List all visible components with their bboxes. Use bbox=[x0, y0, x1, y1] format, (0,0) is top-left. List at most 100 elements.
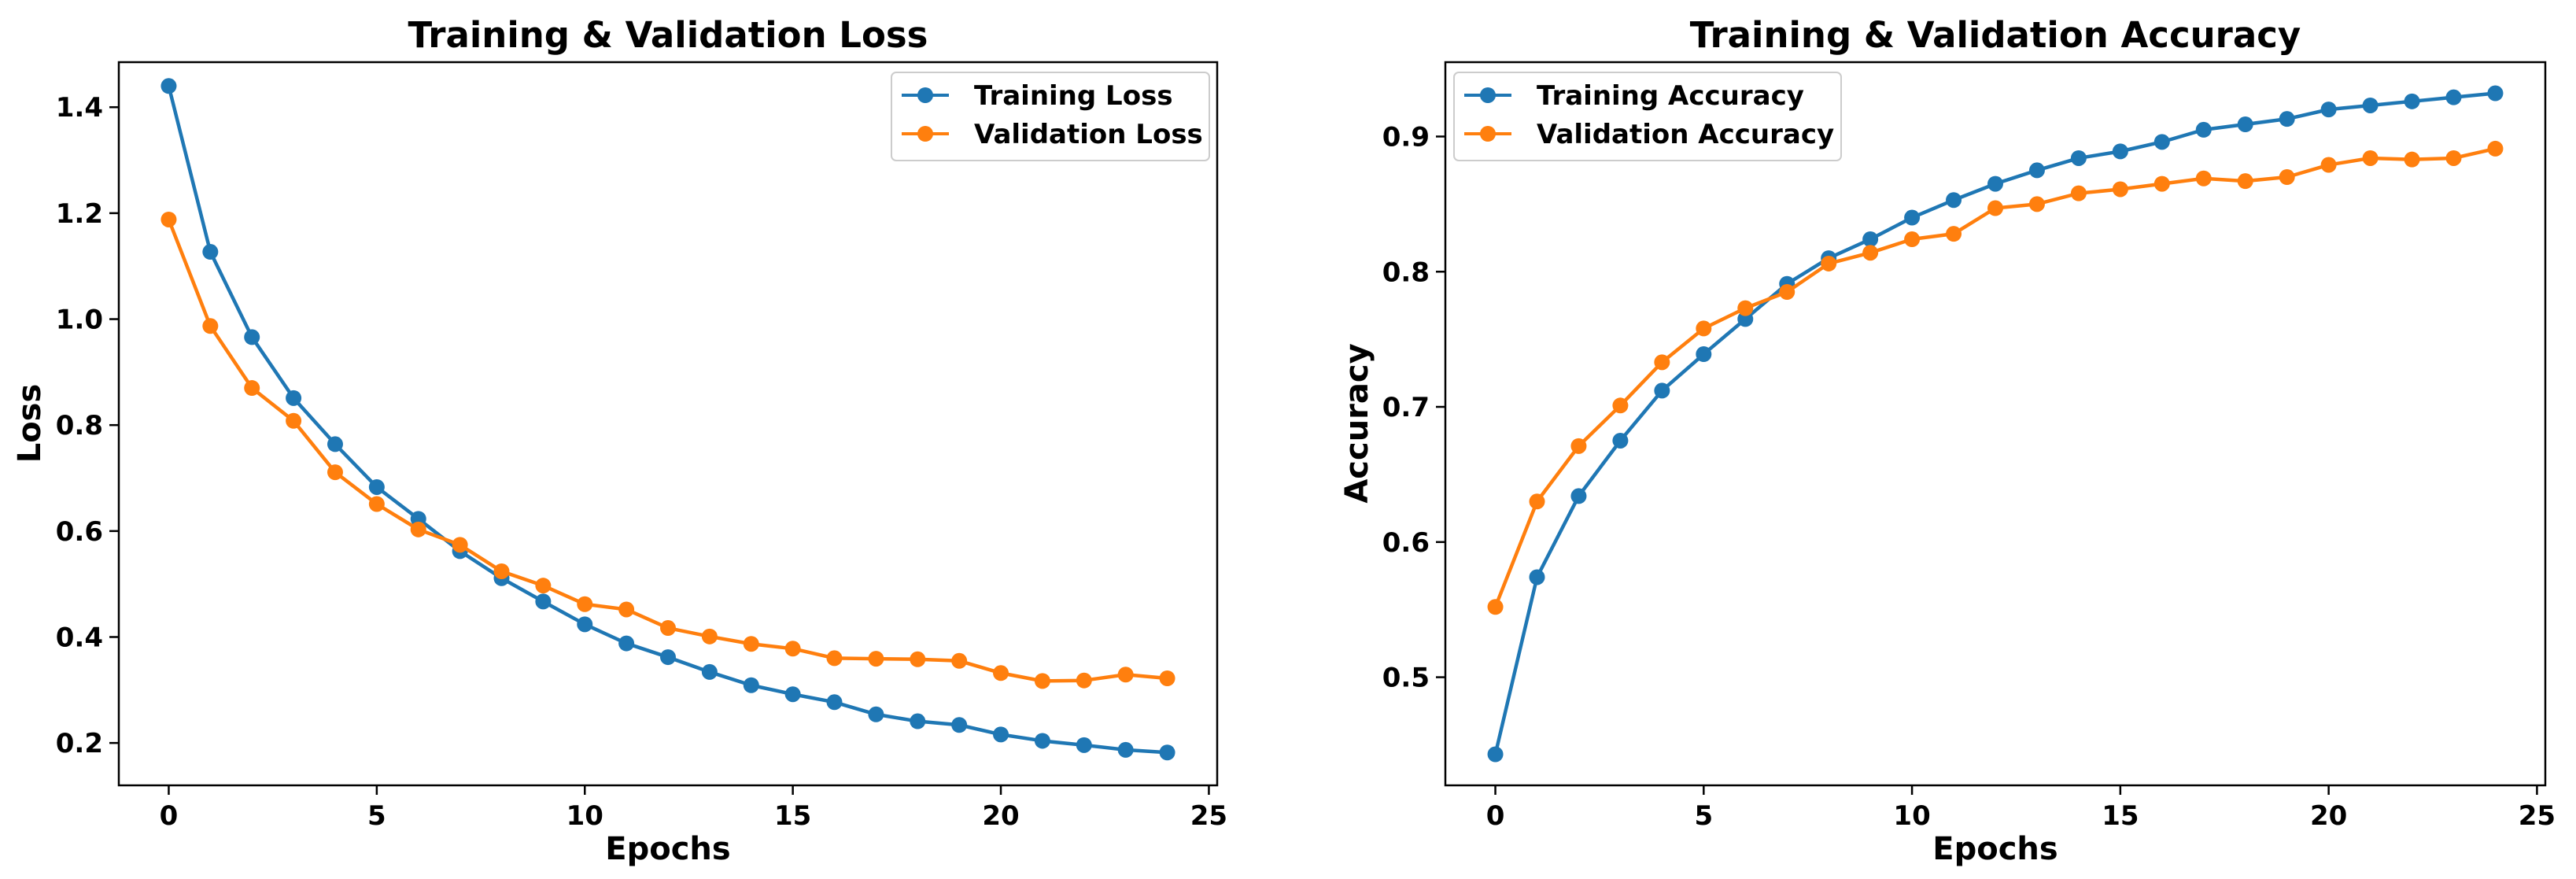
data-point-training-accuracy bbox=[2404, 93, 2420, 109]
data-point-validation-accuracy bbox=[2445, 150, 2462, 166]
loss-y-axis-label: Loss bbox=[12, 384, 48, 464]
data-point-training-loss bbox=[577, 616, 593, 633]
data-point-validation-loss bbox=[493, 563, 510, 580]
data-point-validation-loss bbox=[701, 628, 718, 644]
data-point-validation-loss bbox=[202, 318, 219, 334]
accuracy-x-tick-label: 5 bbox=[1694, 800, 1713, 832]
data-point-validation-accuracy bbox=[1570, 438, 1587, 454]
data-point-validation-accuracy bbox=[1987, 200, 2003, 216]
data-point-validation-accuracy bbox=[2070, 185, 2087, 201]
data-point-validation-accuracy bbox=[1529, 493, 1545, 510]
loss-y-tick-label: 0.6 bbox=[56, 516, 103, 548]
accuracy-y-tick-label: 0.8 bbox=[1382, 257, 1430, 288]
accuracy-x-tick-label: 10 bbox=[1893, 800, 1930, 832]
data-point-validation-loss bbox=[826, 650, 843, 667]
data-point-training-accuracy bbox=[1612, 432, 1629, 449]
data-point-validation-loss bbox=[743, 636, 759, 652]
data-point-training-accuracy bbox=[2112, 143, 2128, 160]
data-point-training-loss bbox=[244, 329, 260, 345]
loss-x-tick-label: 20 bbox=[982, 800, 1019, 832]
data-point-training-accuracy bbox=[2070, 150, 2087, 166]
data-point-training-accuracy bbox=[2195, 121, 2212, 138]
data-point-training-accuracy bbox=[2279, 111, 2295, 127]
data-point-training-loss bbox=[1159, 744, 1175, 761]
data-point-training-loss bbox=[826, 694, 843, 711]
accuracy-legend: Training Accuracy Validation Accuracy bbox=[1453, 72, 1842, 161]
legend-marker-validation-accuracy bbox=[1480, 126, 1496, 142]
data-point-validation-loss bbox=[161, 211, 177, 227]
data-point-training-loss bbox=[784, 686, 801, 703]
loss-legend: Training Loss Validation Loss bbox=[891, 72, 1210, 161]
data-point-training-accuracy bbox=[1737, 311, 1754, 327]
data-point-training-loss bbox=[202, 244, 219, 260]
loss-y-tick-label: 0.4 bbox=[56, 622, 103, 653]
data-point-training-accuracy bbox=[2445, 89, 2462, 105]
accuracy-y-ticks: 0.5 0.6 0.7 0.8 0.9 bbox=[1382, 121, 1445, 694]
loss-y-tick-label: 0.8 bbox=[56, 410, 103, 441]
data-point-validation-accuracy bbox=[2195, 170, 2212, 187]
data-point-training-loss bbox=[368, 478, 385, 495]
loss-x-tick-label: 5 bbox=[367, 800, 386, 832]
loss-x-ticks: 0 5 10 15 20 25 bbox=[160, 785, 1227, 832]
data-point-validation-loss bbox=[660, 620, 676, 637]
data-point-training-loss bbox=[951, 717, 968, 733]
series-line-training-accuracy bbox=[1493, 91, 2496, 755]
loss-legend-box bbox=[891, 72, 1210, 161]
data-point-validation-accuracy bbox=[1821, 255, 1837, 271]
legend-marker-training-loss bbox=[917, 87, 933, 103]
data-point-validation-loss bbox=[286, 412, 302, 429]
legend-label-training-accuracy: Training Accuracy bbox=[1537, 80, 1804, 112]
data-point-training-loss bbox=[161, 78, 177, 94]
data-point-validation-accuracy bbox=[1612, 397, 1629, 414]
accuracy-y-tick-label: 0.5 bbox=[1382, 663, 1430, 694]
data-point-validation-loss bbox=[1159, 670, 1175, 687]
data-point-validation-loss bbox=[784, 641, 801, 657]
data-point-validation-accuracy bbox=[1696, 320, 1712, 337]
data-point-training-loss bbox=[993, 726, 1009, 743]
accuracy-x-tick-label: 20 bbox=[2310, 800, 2347, 832]
data-point-training-loss bbox=[1076, 737, 1092, 753]
data-point-validation-accuracy bbox=[2237, 173, 2253, 190]
series-line-validation-loss bbox=[167, 219, 1168, 683]
data-point-training-loss bbox=[327, 436, 343, 452]
data-point-training-accuracy bbox=[1529, 569, 1545, 585]
data-point-validation-loss bbox=[951, 652, 968, 669]
data-point-training-accuracy bbox=[1862, 231, 1879, 248]
loss-y-tick-label: 1.2 bbox=[56, 198, 103, 230]
series-line-validation-accuracy bbox=[1493, 146, 2496, 608]
accuracy-x-ticks: 0 5 10 15 20 25 bbox=[1486, 785, 2556, 832]
data-point-training-loss bbox=[743, 677, 759, 693]
data-point-validation-accuracy bbox=[2320, 157, 2337, 173]
data-point-validation-loss bbox=[535, 578, 552, 594]
data-point-training-loss bbox=[910, 713, 926, 729]
loss-x-tick-label: 15 bbox=[774, 800, 811, 832]
accuracy-chart-title: Training & Validation Accuracy bbox=[1690, 14, 2301, 56]
data-point-training-accuracy bbox=[1654, 382, 1670, 399]
data-point-validation-accuracy bbox=[1862, 245, 1879, 261]
accuracy-chart: Training & Validation Accuracy 0.5 0.6 0.7… bbox=[1339, 14, 2556, 867]
legend-label-validation-loss: Validation Loss bbox=[974, 119, 1203, 150]
loss-x-tick-label: 10 bbox=[566, 800, 603, 832]
data-point-validation-loss bbox=[244, 380, 260, 397]
data-point-training-accuracy bbox=[1946, 192, 1962, 209]
data-point-validation-loss bbox=[368, 496, 385, 512]
data-point-training-loss bbox=[1034, 733, 1050, 749]
data-point-training-accuracy bbox=[2362, 97, 2379, 113]
data-point-training-accuracy bbox=[1570, 488, 1587, 504]
legend-marker-training-accuracy bbox=[1480, 87, 1496, 103]
loss-x-tick-label: 25 bbox=[1190, 800, 1227, 832]
loss-series bbox=[161, 78, 1175, 761]
data-point-validation-loss bbox=[1076, 672, 1092, 689]
accuracy-x-tick-label: 25 bbox=[2519, 800, 2556, 832]
accuracy-x-axis-label: Epochs bbox=[1932, 831, 2057, 867]
accuracy-y-tick-label: 0.6 bbox=[1382, 527, 1430, 559]
legend-marker-validation-loss bbox=[917, 126, 933, 142]
accuracy-plot-frame bbox=[1444, 61, 2547, 787]
loss-y-tick-label: 0.2 bbox=[56, 728, 103, 759]
data-point-validation-accuracy bbox=[1487, 599, 1504, 615]
data-point-training-accuracy bbox=[2153, 134, 2170, 150]
data-point-training-loss bbox=[618, 635, 635, 652]
data-point-training-accuracy bbox=[2487, 85, 2504, 102]
data-point-training-loss bbox=[868, 706, 884, 722]
